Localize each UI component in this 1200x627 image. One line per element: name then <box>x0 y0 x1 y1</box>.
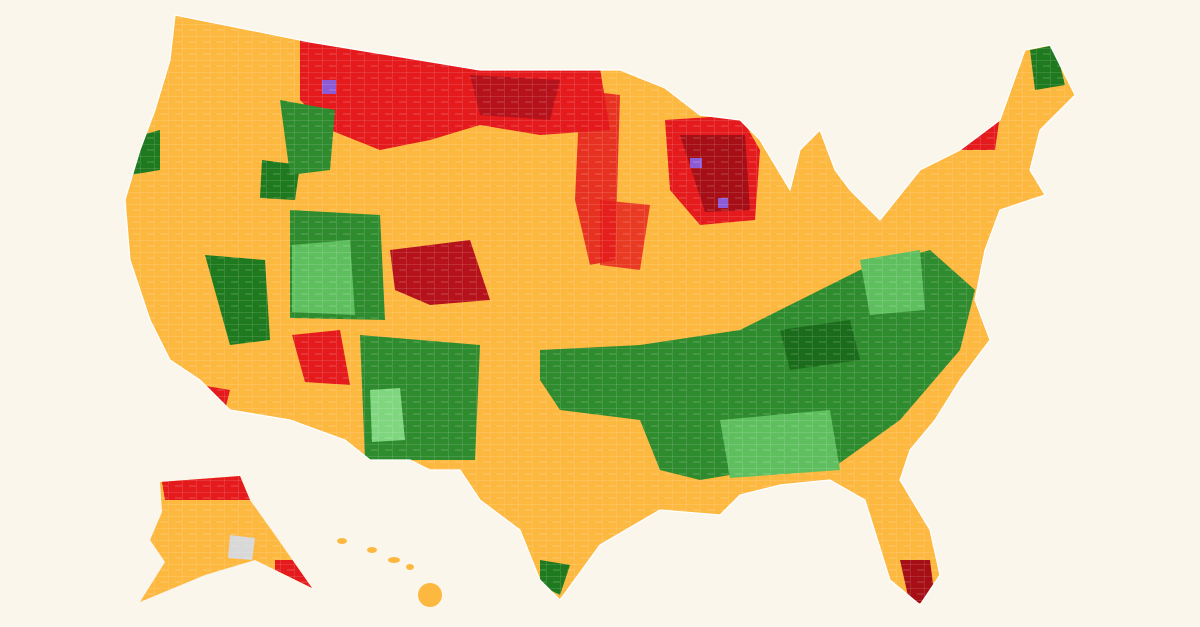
island <box>337 538 347 544</box>
island <box>367 547 377 553</box>
alaska <box>140 476 312 602</box>
island <box>418 583 442 607</box>
island <box>406 564 414 570</box>
county-lines <box>140 476 312 602</box>
hawaii <box>337 538 442 607</box>
island <box>388 557 400 563</box>
